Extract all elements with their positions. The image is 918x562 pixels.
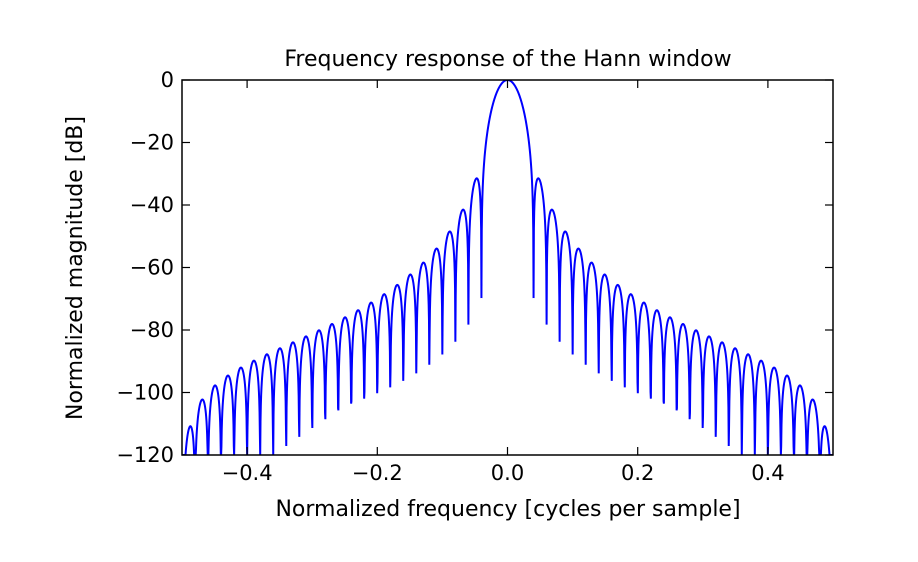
x-tick-label: −0.4 — [222, 461, 273, 485]
y-tick-label: −60 — [130, 256, 174, 280]
x-tick-label: −0.2 — [352, 461, 403, 485]
x-tick-label: 0.2 — [621, 461, 654, 485]
y-tick-label: 0 — [161, 68, 174, 92]
y-tick-label: −120 — [116, 443, 174, 467]
plot-area — [181, 79, 834, 456]
axes-frame — [181, 79, 834, 456]
x-tick-label: 0.0 — [491, 461, 524, 485]
y-tick-label: −20 — [130, 131, 174, 155]
y-tick-label: −80 — [130, 318, 174, 342]
axis-ticks: −0.4 −0.2 0.0 0.2 0.4 0 −20 −40 −60 −80 −100 −120 — [116, 68, 833, 485]
y-tick-label: −40 — [130, 193, 174, 217]
series-line-hann — [182, 80, 833, 455]
x-axis-label: Normalized frequency [cycles per sample] — [275, 497, 740, 522]
x-tick-label: 0.4 — [751, 461, 784, 485]
y-axis-label: Normalized magnitude [dB] — [63, 116, 88, 420]
chart-title: Frequency response of the Hann window — [284, 47, 731, 72]
y-tick-label: −100 — [116, 381, 174, 405]
